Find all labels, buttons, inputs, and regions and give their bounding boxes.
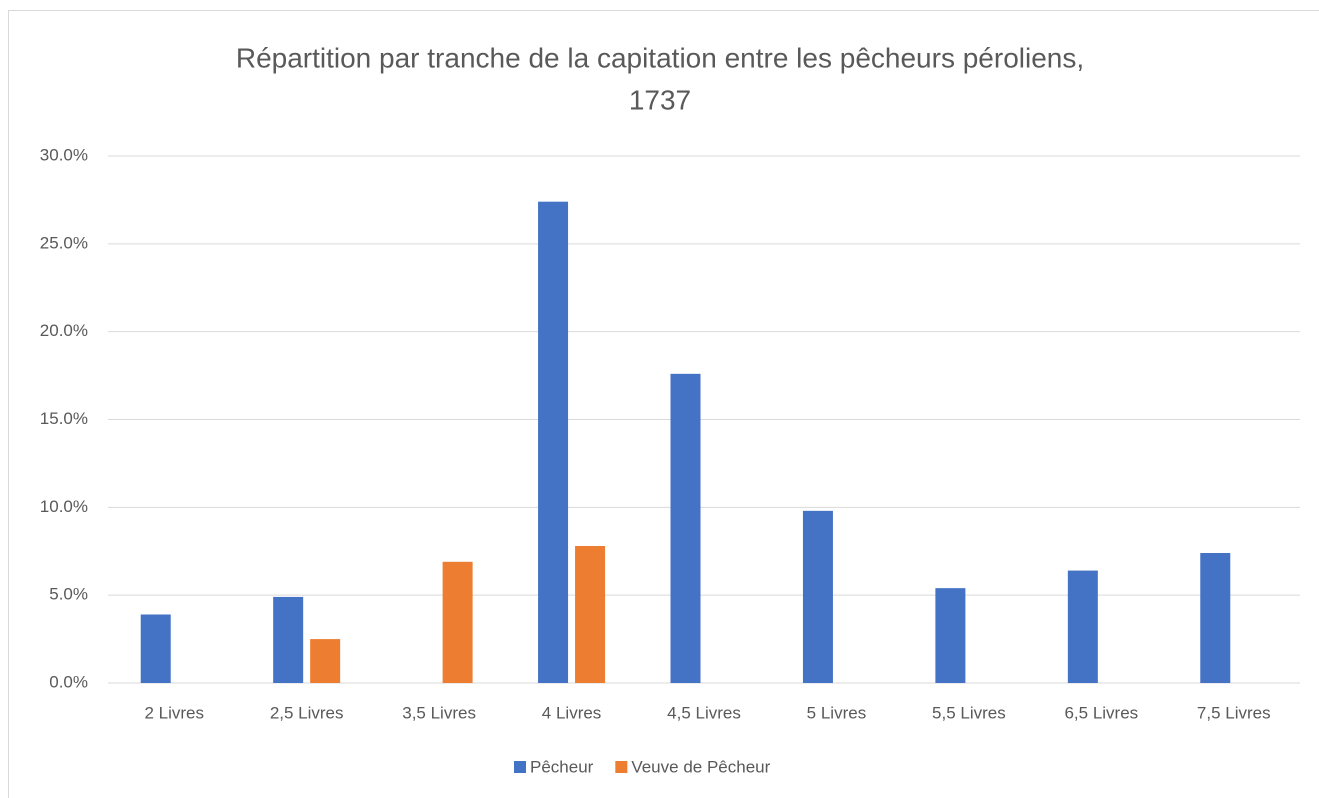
bar bbox=[670, 373, 701, 683]
x-tick-label: 6,5 Livres bbox=[1064, 703, 1138, 722]
bar bbox=[140, 614, 171, 683]
x-tick-label: 2,5 Livres bbox=[270, 703, 344, 722]
x-tick-label: 4 Livres bbox=[542, 703, 602, 722]
bar bbox=[538, 201, 569, 683]
bar bbox=[310, 639, 341, 683]
legend-label: Pêcheur bbox=[530, 757, 594, 776]
y-tick-label: 0.0% bbox=[49, 672, 88, 691]
bar bbox=[1067, 570, 1098, 683]
x-tick-label: 4,5 Livres bbox=[667, 703, 741, 722]
y-tick-label: 25.0% bbox=[40, 233, 88, 252]
bar bbox=[575, 545, 606, 683]
legend-swatch bbox=[514, 761, 526, 773]
legend-swatch bbox=[615, 761, 628, 773]
bar bbox=[273, 596, 304, 683]
y-tick-label: 20.0% bbox=[40, 321, 88, 340]
chart-border bbox=[8, 10, 1319, 798]
x-tick-label: 3,5 Livres bbox=[402, 703, 476, 722]
bar bbox=[802, 510, 833, 683]
legend-label: Veuve de Pêcheur bbox=[631, 757, 770, 776]
y-tick-label: 10.0% bbox=[40, 497, 88, 516]
y-tick-label: 15.0% bbox=[40, 409, 88, 428]
chart-title: Répartition par tranche de la capitation… bbox=[236, 42, 1084, 73]
x-tick-label: 5,5 Livres bbox=[932, 703, 1006, 722]
y-tick-label: 30.0% bbox=[40, 145, 88, 164]
x-tick-label: 7,5 Livres bbox=[1197, 703, 1271, 722]
bar bbox=[935, 588, 966, 683]
y-tick-label: 5.0% bbox=[49, 585, 88, 604]
bar bbox=[442, 561, 473, 683]
chart-title: 1737 bbox=[629, 84, 691, 115]
bar bbox=[1200, 553, 1231, 683]
x-tick-label: 5 Livres bbox=[807, 703, 867, 722]
x-tick-label: 2 Livres bbox=[144, 703, 204, 722]
